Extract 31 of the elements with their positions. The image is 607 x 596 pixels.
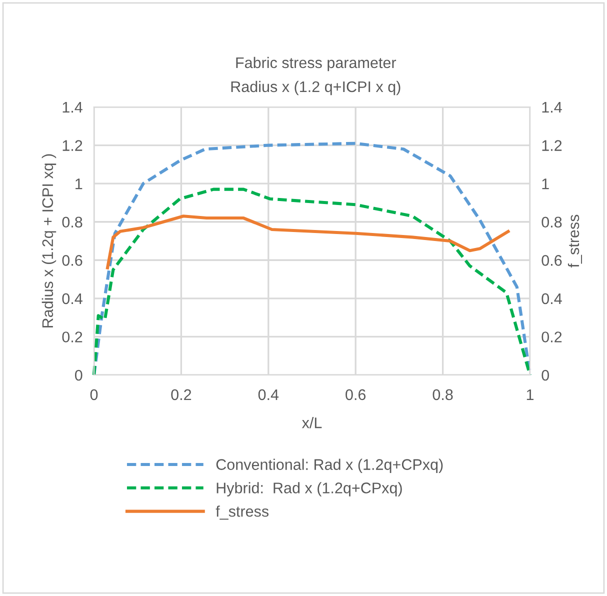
y-tick-label: 0.6 — [62, 255, 82, 266]
y-tick-label: 1.2 — [62, 140, 82, 151]
y2-tick-label: 0 — [542, 370, 550, 381]
line-series — [106, 214, 510, 270]
x-tick-label: 0.4 — [258, 389, 279, 400]
chart-title: Fabric stress parameter — [236, 56, 396, 72]
y-tick-label: 1.4 — [62, 102, 82, 113]
legend-label: Hybrid: Rad x (1.2q+CPxq) — [216, 482, 402, 496]
y2-tick-label: 0.6 — [542, 255, 562, 266]
x-tick-label: 0.6 — [346, 389, 366, 400]
x-tick-label: 1 — [526, 389, 534, 400]
y-tick-label: 0.8 — [62, 216, 82, 228]
x-tick-label: 0.8 — [432, 389, 453, 400]
y2-tick-label: 0.2 — [542, 332, 562, 342]
y2-tick-label: 0.8 — [542, 216, 562, 228]
y2-tick-label: 1.4 — [542, 102, 562, 113]
y2-axis-title: f_stress — [568, 214, 582, 268]
y2-tick-label: 1 — [542, 178, 549, 190]
chart-subtitle: Radius x (1.2 q+ICPI x q) — [231, 80, 400, 96]
y2-tick-label: 1.2 — [542, 140, 562, 151]
y-tick-label: 0 — [74, 370, 82, 381]
legend-label: f_stress — [216, 506, 269, 520]
y-tick-label: 0.2 — [62, 332, 82, 342]
x-axis-title: x/L — [302, 417, 322, 428]
x-tick-label: 0 — [90, 389, 98, 400]
x-tick-label: 0.2 — [171, 389, 192, 400]
y2-tick-label: 0.4 — [542, 293, 562, 304]
legend-label: Conventional: Rad x (1.2q+CPxq) — [216, 458, 443, 473]
y-axis-title: Radius x (1.2q + ICPI xq ) — [42, 154, 56, 328]
y-tick-label: 0.4 — [62, 293, 82, 304]
y-tick-label: 1 — [76, 178, 82, 190]
